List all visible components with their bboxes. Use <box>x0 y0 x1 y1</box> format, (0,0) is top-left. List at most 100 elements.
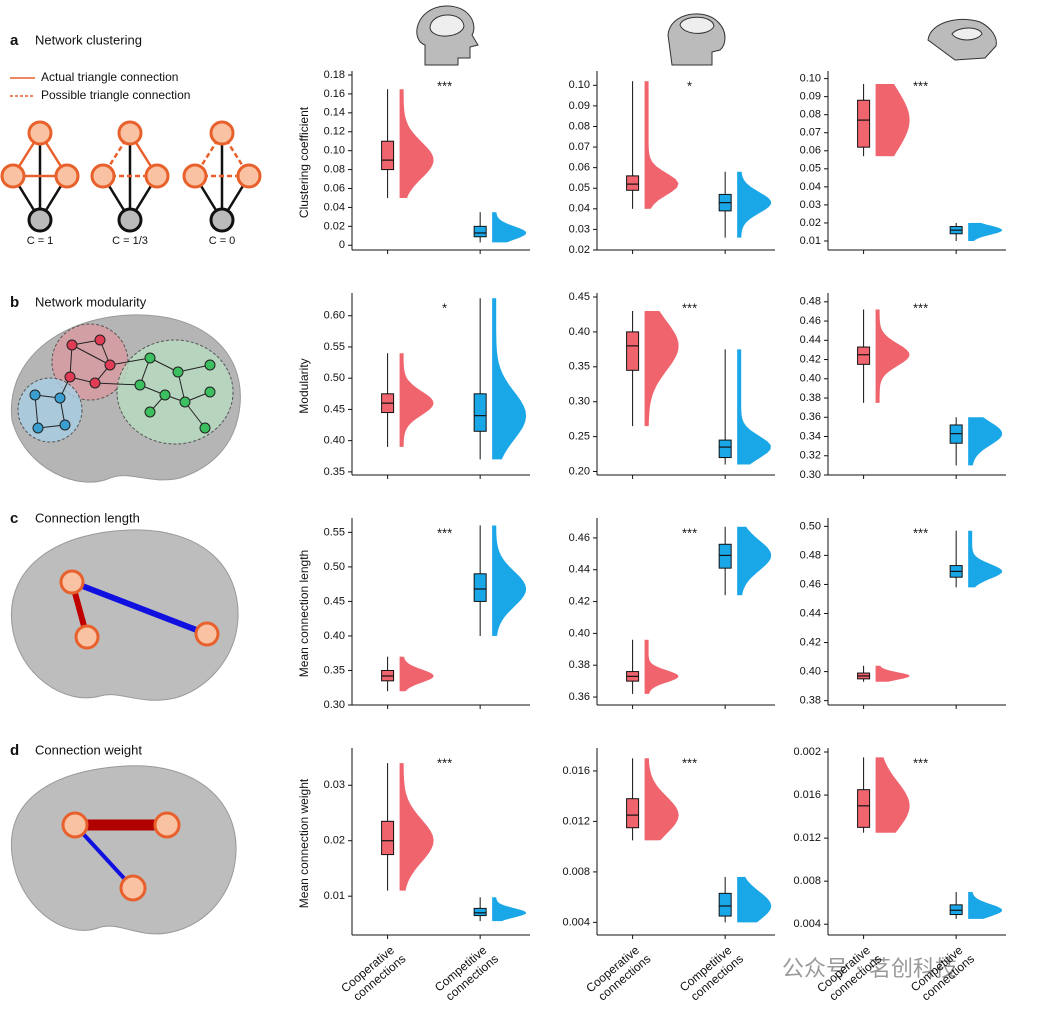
y-tick-label: 0.07 <box>800 127 821 139</box>
y-tick-label: 0.10 <box>800 73 821 85</box>
y-tick-label: 0.44 <box>800 607 821 619</box>
y-tick-label: 0.30 <box>324 699 345 711</box>
y-tick-label: 0.50 <box>800 520 821 532</box>
triangle-label: C = 0 <box>209 235 236 247</box>
y-tick-label: 0.04 <box>569 203 590 215</box>
y-tick-label: 0.08 <box>569 120 590 132</box>
y-tick-label: 0.02 <box>569 244 590 256</box>
y-tick-label: 0.004 <box>562 916 590 928</box>
y-tick-label: 0.03 <box>569 223 590 235</box>
box <box>473 573 487 602</box>
panel-letter: a <box>10 32 19 49</box>
y-tick-label: 0.60 <box>324 310 345 322</box>
y-tick-label: 0.01 <box>324 890 345 902</box>
node <box>182 163 208 189</box>
triangle-label: C = 1 <box>27 235 54 247</box>
y-tick-label: 0.38 <box>800 392 821 404</box>
significance: * <box>442 300 447 315</box>
y-tick-label: 0.55 <box>324 526 345 538</box>
y-tick-label: 0.008 <box>793 875 821 887</box>
y-tick-label: 0.45 <box>324 595 345 607</box>
half-violin <box>492 298 527 460</box>
half-violin <box>644 81 679 209</box>
panel-title: Connection weight <box>35 742 142 757</box>
y-axis-label: Clustering coefficient <box>297 106 311 218</box>
y-tick-label: 0.02 <box>324 835 345 847</box>
brain-length <box>10 529 239 701</box>
node <box>54 163 80 189</box>
box <box>626 175 640 191</box>
node <box>90 163 116 189</box>
y-tick-label: 0.08 <box>800 109 821 121</box>
y-tick-label: 0.05 <box>800 163 821 175</box>
box <box>857 789 871 828</box>
half-violin <box>875 84 910 157</box>
half-violin <box>492 525 527 636</box>
x-tick-label: Competitive connections <box>432 941 501 1005</box>
half-violin <box>644 639 679 694</box>
y-tick-label: 0.46 <box>800 315 821 327</box>
x-tick-label: Cooperative connections <box>583 941 653 1006</box>
macaque-icon <box>667 13 726 66</box>
y-tick-label: 0.34 <box>800 430 821 442</box>
y-tick-label: 0.008 <box>562 866 590 878</box>
y-tick-label: 0.48 <box>800 296 821 308</box>
y-tick-label: 0.10 <box>324 145 345 157</box>
y-tick-label: 0.45 <box>324 403 345 415</box>
y-tick-label: 0.07 <box>569 141 590 153</box>
half-violin <box>968 417 1003 466</box>
panel-letter: c <box>10 510 18 527</box>
y-tick-label: 0.42 <box>569 595 590 607</box>
node <box>27 120 53 146</box>
y-tick-label: 0.40 <box>569 326 590 338</box>
mouse-icon <box>927 18 997 61</box>
brain-weight <box>10 765 237 935</box>
box <box>718 543 732 569</box>
node <box>209 120 235 146</box>
x-tick-label: Competitive connections <box>677 941 746 1005</box>
watermark: 公众号 · 茗创科技 <box>782 957 957 982</box>
triangle-label: C = 1/3 <box>112 235 148 247</box>
brain-modularity <box>10 314 241 483</box>
node <box>27 207 53 233</box>
box <box>718 892 732 917</box>
y-tick-label: 0 <box>339 239 345 251</box>
box <box>473 225 487 238</box>
y-tick-label: 0.40 <box>324 435 345 447</box>
box <box>381 140 395 171</box>
y-axis-label: Mean connection weight <box>297 778 311 908</box>
half-violin <box>968 222 1003 241</box>
half-violin <box>737 876 772 923</box>
y-tick-label: 0.09 <box>800 91 821 103</box>
y-tick-label: 0.42 <box>800 353 821 365</box>
y-tick-label: 0.016 <box>793 789 821 801</box>
y-tick-label: 0.32 <box>800 450 821 462</box>
y-tick-label: 0.48 <box>800 549 821 561</box>
node <box>117 207 143 233</box>
y-tick-label: 0.50 <box>324 561 345 573</box>
panel-letter: d <box>10 742 19 759</box>
y-tick-label: 0.46 <box>569 532 590 544</box>
significance: *** <box>682 300 697 315</box>
node <box>0 163 26 189</box>
half-violin <box>492 897 527 922</box>
y-tick-label: 0.09 <box>569 100 590 112</box>
legend-label: Possible triangle connection <box>41 88 190 102</box>
half-violin <box>737 349 771 465</box>
y-tick-label: 0.38 <box>800 695 821 707</box>
y-tick-label: 0.35 <box>324 466 345 478</box>
box <box>626 331 640 371</box>
half-violin <box>875 665 910 682</box>
node <box>117 120 143 146</box>
y-tick-label: 0.50 <box>324 372 345 384</box>
y-tick-label: 0.012 <box>562 815 590 827</box>
y-tick-label: 0.004 <box>793 918 821 930</box>
human-icon <box>416 5 479 66</box>
triangle-schematic <box>0 120 262 233</box>
y-tick-label: 0.10 <box>569 79 590 91</box>
y-tick-label: 0.55 <box>324 341 345 353</box>
half-violin <box>399 353 434 447</box>
significance: *** <box>682 525 697 540</box>
half-violin <box>644 310 679 427</box>
